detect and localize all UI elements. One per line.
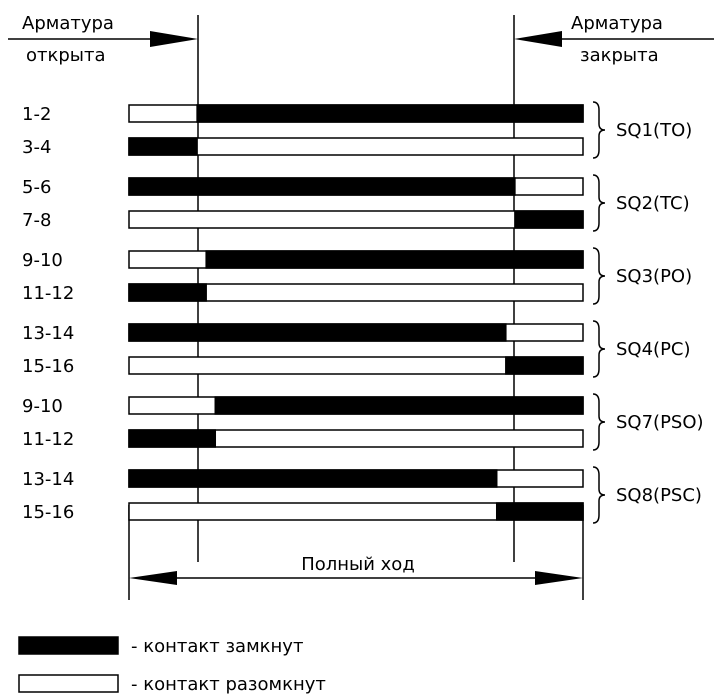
contact-label: 13-14 <box>22 469 74 490</box>
group-name: SQ4(PC) <box>616 339 691 360</box>
contact-bar-closed-segment <box>196 104 584 123</box>
group-name: SQ2(TC) <box>616 193 690 214</box>
contact-label: 9-10 <box>22 250 63 271</box>
contact-bar-closed-segment <box>128 283 207 302</box>
legend-closed-text: - контакт замкнут <box>131 636 303 657</box>
group-name: SQ1(TO) <box>616 120 692 141</box>
open-arrow-head <box>150 31 198 47</box>
travel-arrow-left-head <box>129 571 177 585</box>
contact-label: 15-16 <box>22 356 74 377</box>
legend-open-text: - контакт разомкнут <box>131 674 326 695</box>
group-brace <box>592 174 606 232</box>
contact-label: 3-4 <box>22 137 51 158</box>
contact-bar-closed-segment <box>505 356 584 375</box>
header-closed-line1: Арматура <box>571 13 663 34</box>
group-name: SQ8(PSC) <box>616 485 702 506</box>
contact-bar-closed-segment <box>214 396 584 415</box>
contact-bar-closed-segment <box>128 323 507 342</box>
travel-label: Полный ход <box>301 554 415 575</box>
header-open-line2: открыта <box>26 45 106 66</box>
group-brace <box>592 393 606 451</box>
travel-arrow-right-head <box>535 571 583 585</box>
legend-open-swatch <box>18 674 119 693</box>
contact-bar-closed-segment <box>514 210 584 229</box>
header-closed-line2: закрыта <box>580 45 659 66</box>
group-brace <box>592 247 606 305</box>
contact-bar-closed-segment <box>128 469 498 488</box>
contact-label: 7-8 <box>22 210 51 231</box>
contact-label: 13-14 <box>22 323 74 344</box>
contact-bar-closed-segment <box>205 250 584 269</box>
group-brace <box>592 320 606 378</box>
contact-label: 1-2 <box>22 104 51 125</box>
contact-label: 11-12 <box>22 283 74 304</box>
contact-bars: 1-2 3-4 SQ1(TO) 5-6 7-8 SQ2(TC) 9-10 11-12 SQ3(P… <box>22 101 704 524</box>
group-brace <box>592 101 606 159</box>
legend-closed-swatch <box>18 636 119 655</box>
contact-label: 5-6 <box>22 177 51 198</box>
contact-label: 9-10 <box>22 396 63 417</box>
header-open-line1: Арматура <box>22 13 114 34</box>
contact-bar-closed-segment <box>128 137 198 156</box>
group-name: SQ7(PSO) <box>616 412 704 433</box>
closed-arrow-head <box>514 31 562 47</box>
contact-bar-closed-segment <box>128 177 516 196</box>
contact-label: 11-12 <box>22 429 74 450</box>
contact-label: 15-16 <box>22 502 74 523</box>
contact-bar-closed-segment <box>128 429 217 448</box>
contact-bar-closed-segment <box>495 502 584 521</box>
group-brace <box>592 466 606 524</box>
group-name: SQ3(PO) <box>616 266 692 287</box>
